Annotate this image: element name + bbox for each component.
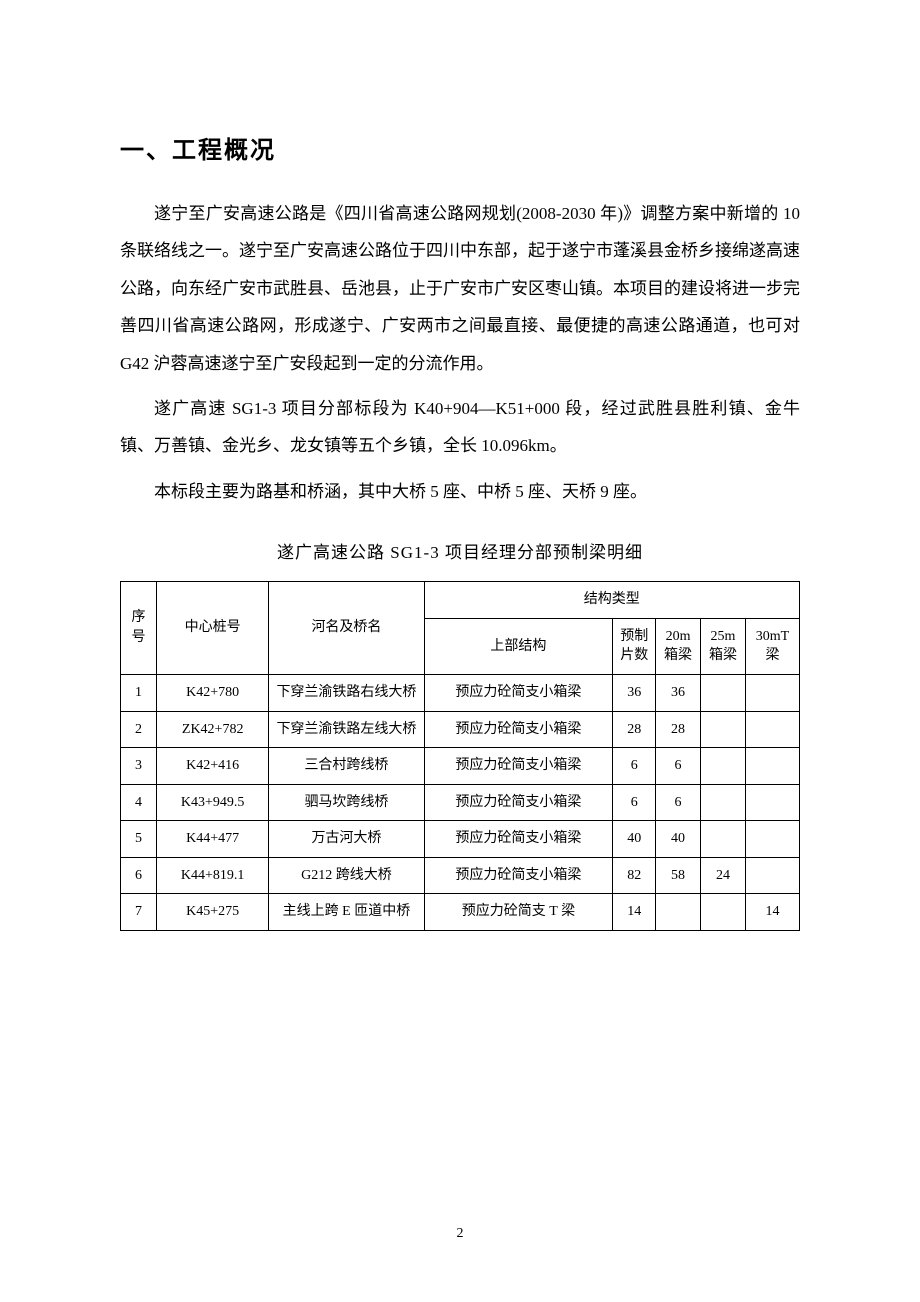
cell-seq: 6	[121, 857, 157, 894]
cell-30mt	[745, 821, 799, 858]
cell-upper: 预应力砼简支小箱梁	[424, 784, 613, 821]
cell-25m	[701, 894, 746, 931]
cell-bridge: 驷马坎跨线桥	[269, 784, 424, 821]
cell-20m: 40	[656, 821, 701, 858]
cell-count: 6	[613, 784, 656, 821]
cell-seq: 5	[121, 821, 157, 858]
cell-30mt: 14	[745, 894, 799, 931]
cell-25m	[701, 784, 746, 821]
cell-count: 14	[613, 894, 656, 931]
header-bridge: 河名及桥名	[269, 582, 424, 675]
header-seq: 序号	[121, 582, 157, 675]
page-number: 2	[0, 1226, 920, 1242]
cell-30mt	[745, 857, 799, 894]
cell-bridge: 下穿兰渝铁路右线大桥	[269, 674, 424, 711]
cell-bridge: 万古河大桥	[269, 821, 424, 858]
header-25m: 25m箱梁	[701, 618, 746, 674]
cell-bridge: 下穿兰渝铁路左线大桥	[269, 711, 424, 748]
header-30mt: 30mT梁	[745, 618, 799, 674]
table-row: 2 ZK42+782 下穿兰渝铁路左线大桥 预应力砼简支小箱梁 28 28	[121, 711, 800, 748]
cell-30mt	[745, 711, 799, 748]
cell-pile: K44+477	[156, 821, 268, 858]
cell-upper: 预应力砼简支 T 梁	[424, 894, 613, 931]
cell-bridge: 三合村跨线桥	[269, 748, 424, 785]
cell-20m: 28	[656, 711, 701, 748]
cell-20m: 58	[656, 857, 701, 894]
paragraph-2: 遂广高速 SG1-3 项目分部标段为 K40+904—K51+000 段，经过武…	[120, 390, 800, 465]
header-count: 预制片数	[613, 618, 656, 674]
cell-25m	[701, 674, 746, 711]
cell-seq: 1	[121, 674, 157, 711]
cell-upper: 预应力砼简支小箱梁	[424, 674, 613, 711]
cell-upper: 预应力砼简支小箱梁	[424, 748, 613, 785]
table-row: 3 K42+416 三合村跨线桥 预应力砼简支小箱梁 6 6	[121, 748, 800, 785]
cell-30mt	[745, 784, 799, 821]
cell-25m	[701, 821, 746, 858]
table-row: 7 K45+275 主线上跨 E 匝道中桥 预应力砼简支 T 梁 14 14	[121, 894, 800, 931]
table-row: 5 K44+477 万古河大桥 预应力砼简支小箱梁 40 40	[121, 821, 800, 858]
table-row: 4 K43+949.5 驷马坎跨线桥 预应力砼简支小箱梁 6 6	[121, 784, 800, 821]
cell-pile: ZK42+782	[156, 711, 268, 748]
cell-count: 40	[613, 821, 656, 858]
section-heading: 一、工程概况	[120, 130, 800, 165]
cell-count: 28	[613, 711, 656, 748]
cell-20m: 6	[656, 784, 701, 821]
cell-25m: 24	[701, 857, 746, 894]
table-title: 遂广高速公路 SG1-3 项目经理分部预制梁明细	[120, 538, 800, 563]
cell-upper: 预应力砼简支小箱梁	[424, 857, 613, 894]
cell-20m: 6	[656, 748, 701, 785]
cell-bridge: 主线上跨 E 匝道中桥	[269, 894, 424, 931]
cell-upper: 预应力砼简支小箱梁	[424, 821, 613, 858]
cell-pile: K43+949.5	[156, 784, 268, 821]
cell-30mt	[745, 748, 799, 785]
beam-detail-table: 序号 中心桩号 河名及桥名 结构类型 上部结构 预制片数 20m箱梁 25m箱梁…	[120, 581, 800, 931]
table-row: 1 K42+780 下穿兰渝铁路右线大桥 预应力砼简支小箱梁 36 36	[121, 674, 800, 711]
cell-20m	[656, 894, 701, 931]
cell-30mt	[745, 674, 799, 711]
table-body: 1 K42+780 下穿兰渝铁路右线大桥 预应力砼简支小箱梁 36 36 2 Z…	[121, 674, 800, 930]
cell-seq: 2	[121, 711, 157, 748]
paragraph-3: 本标段主要为路基和桥涵，其中大桥 5 座、中桥 5 座、天桥 9 座。	[120, 473, 800, 510]
table-header-row-1: 序号 中心桩号 河名及桥名 结构类型	[121, 582, 800, 619]
cell-pile: K42+780	[156, 674, 268, 711]
header-20m: 20m箱梁	[656, 618, 701, 674]
cell-pile: K44+819.1	[156, 857, 268, 894]
cell-bridge: G212 跨线大桥	[269, 857, 424, 894]
cell-pile: K42+416	[156, 748, 268, 785]
cell-seq: 4	[121, 784, 157, 821]
cell-upper: 预应力砼简支小箱梁	[424, 711, 613, 748]
header-pile: 中心桩号	[156, 582, 268, 675]
cell-25m	[701, 711, 746, 748]
paragraph-1: 遂宁至广安高速公路是《四川省高速公路网规划(2008-2030 年)》调整方案中…	[120, 195, 800, 382]
cell-25m	[701, 748, 746, 785]
header-struct-type: 结构类型	[424, 582, 800, 619]
cell-count: 6	[613, 748, 656, 785]
cell-seq: 7	[121, 894, 157, 931]
cell-20m: 36	[656, 674, 701, 711]
cell-seq: 3	[121, 748, 157, 785]
header-upper: 上部结构	[424, 618, 613, 674]
cell-count: 82	[613, 857, 656, 894]
cell-pile: K45+275	[156, 894, 268, 931]
table-row: 6 K44+819.1 G212 跨线大桥 预应力砼简支小箱梁 82 58 24	[121, 857, 800, 894]
cell-count: 36	[613, 674, 656, 711]
